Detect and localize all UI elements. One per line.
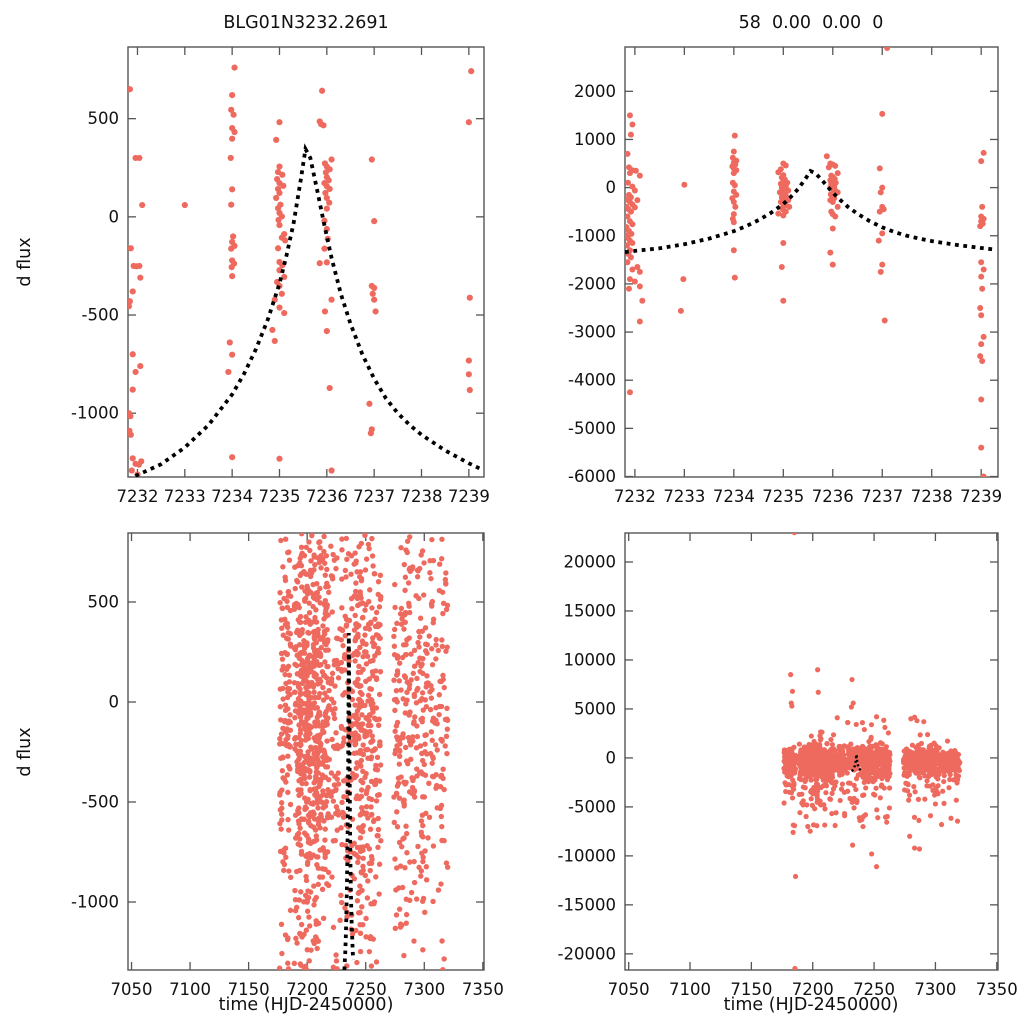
svg-text:7200: 7200 [792, 980, 834, 999]
svg-text:-500: -500 [82, 306, 119, 325]
svg-text:7238: 7238 [401, 487, 443, 506]
tick-labels: 7232 7233 7234 7235 7236 7237 7238 7239 2000 1000… [568, 82, 1002, 506]
svg-text:7200: 7200 [286, 980, 328, 999]
svg-text:7236: 7236 [306, 487, 348, 506]
axes-frame [127, 46, 485, 478]
svg-text:-500: -500 [82, 793, 119, 812]
panel-title-top-left: BLG01N3232.2691 [223, 13, 388, 33]
y-axis-label-bottom-left: d flux [15, 727, 35, 776]
data-points [276, 533, 451, 970]
data-points [128, 64, 475, 477]
tick-marks [625, 533, 998, 970]
svg-text:7233: 7233 [164, 487, 206, 506]
svg-text:7250: 7250 [345, 980, 387, 999]
svg-text:10000: 10000 [564, 650, 617, 669]
panel-top-left: BLG01N3232.2691 d flux 7232 7233 7234 7235 7… [15, 13, 490, 506]
model-curve [342, 632, 356, 970]
svg-text:7234: 7234 [211, 487, 253, 506]
svg-text:-1000: -1000 [71, 893, 119, 912]
svg-text:7300: 7300 [914, 980, 956, 999]
svg-text:2000: 2000 [574, 82, 616, 101]
model-curve [129, 143, 484, 477]
svg-text:7050: 7050 [608, 980, 650, 999]
svg-text:-1000: -1000 [71, 404, 119, 423]
axes-frame [624, 532, 999, 971]
svg-text:-5000: -5000 [568, 419, 616, 438]
svg-text:7350: 7350 [462, 980, 504, 999]
svg-text:7239: 7239 [448, 487, 490, 506]
svg-text:7350: 7350 [976, 980, 1018, 999]
svg-text:7232: 7232 [614, 487, 656, 506]
svg-text:7300: 7300 [403, 980, 445, 999]
tick-labels: 7050 7100 7150 7200 7250 7300 7350 500 0 -500 -100… [71, 593, 504, 1000]
plot-area-top-left: 7232 7233 7234 7235 7236 7237 7238 7239 500 0 -500… [71, 46, 490, 506]
x-axis-label-bottom-right: time (HJD-2450000) [724, 995, 899, 1015]
svg-text:0: 0 [109, 207, 120, 226]
svg-text:7234: 7234 [713, 487, 755, 506]
svg-text:500: 500 [88, 109, 120, 128]
svg-text:-10000: -10000 [558, 846, 616, 865]
panel-top-right: 58 0.00 0.00 0 7232 7233 7234 7235 7236 7237 7… [568, 13, 1002, 506]
svg-text:0: 0 [606, 178, 617, 197]
svg-text:7050: 7050 [111, 980, 153, 999]
x-axis-label-bottom-left: time (HJD-2450000) [219, 995, 394, 1015]
svg-text:-20000: -20000 [558, 944, 616, 963]
svg-text:20000: 20000 [564, 552, 617, 571]
svg-text:7237: 7237 [353, 487, 395, 506]
plot-area-top-right: 7232 7233 7234 7235 7236 7237 7238 7239 2000 1000… [568, 46, 1002, 506]
svg-text:5000: 5000 [574, 699, 616, 718]
plot-area-bottom-left: 7050 7100 7150 7200 7250 7300 7350 500 0 -500 -100… [71, 532, 504, 1000]
data-points [781, 533, 963, 970]
panel-bottom-right: time (HJD-2450000) 7050 7100 7150 7200 7250 7… [558, 532, 1018, 1015]
svg-text:1000: 1000 [574, 130, 616, 149]
svg-text:15000: 15000 [564, 601, 617, 620]
tick-marks [128, 533, 484, 970]
data-points [625, 47, 987, 477]
svg-text:0: 0 [606, 748, 617, 767]
svg-text:7150: 7150 [730, 980, 772, 999]
svg-text:-2000: -2000 [568, 274, 616, 293]
svg-text:7235: 7235 [762, 487, 804, 506]
svg-text:7239: 7239 [960, 487, 1002, 506]
svg-text:7235: 7235 [258, 487, 300, 506]
svg-text:7150: 7150 [228, 980, 270, 999]
tick-marks [625, 47, 998, 478]
y-axis-label-top-left: d flux [15, 237, 35, 286]
svg-text:7100: 7100 [669, 980, 711, 999]
tick-marks [128, 47, 484, 477]
svg-text:0: 0 [109, 693, 120, 712]
panel-title-top-right: 58 0.00 0.00 0 [739, 13, 884, 33]
svg-text:7238: 7238 [911, 487, 953, 506]
svg-text:7236: 7236 [812, 487, 854, 506]
svg-text:500: 500 [88, 593, 120, 612]
svg-text:-3000: -3000 [568, 323, 616, 342]
tick-labels: 7050 7100 7150 7200 7250 7300 7350 20000 15000 10… [558, 552, 1018, 999]
svg-text:7232: 7232 [116, 487, 158, 506]
svg-text:-5000: -5000 [568, 797, 616, 816]
svg-text:7233: 7233 [663, 487, 705, 506]
svg-text:7250: 7250 [853, 980, 895, 999]
axes-frame [624, 46, 999, 478]
svg-text:-4000: -4000 [568, 371, 616, 390]
panel-bottom-left: d flux time (HJD-2450000) 7050 7100 7150 72… [15, 532, 504, 1015]
tick-labels: 7232 7233 7234 7235 7236 7237 7238 7239 500 0 -500… [71, 109, 490, 506]
svg-text:7100: 7100 [169, 980, 211, 999]
svg-text:7237: 7237 [861, 487, 903, 506]
svg-text:-6000: -6000 [568, 467, 616, 486]
model-curve [625, 168, 997, 254]
svg-text:-15000: -15000 [558, 895, 616, 914]
plot-area-bottom-right: 7050 7100 7150 7200 7250 7300 7350 20000 15000 10… [558, 532, 1018, 999]
svg-text:-1000: -1000 [568, 226, 616, 245]
